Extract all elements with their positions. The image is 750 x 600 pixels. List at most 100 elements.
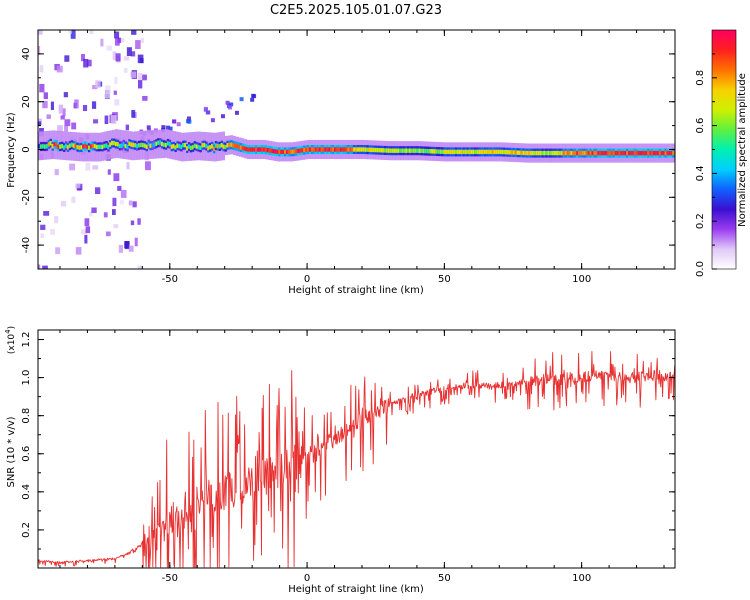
spectrogram-cell — [74, 99, 79, 109]
spectrogram-cell — [333, 147, 337, 152]
spectrogram-cell — [672, 150, 675, 156]
spectrogram-cell — [72, 143, 76, 148]
spectrogram-cell — [110, 115, 117, 125]
spectrogram-cell — [105, 143, 108, 148]
colorbar-tick-label: 0.2 — [695, 213, 706, 229]
spectrogram-cell — [268, 148, 272, 153]
spectrogram-cell — [149, 143, 152, 148]
spectrogram-cell — [370, 147, 373, 153]
spectrogram-cell — [612, 150, 616, 156]
spectrogram-cell — [468, 149, 471, 155]
spectrogram-cell — [341, 147, 345, 152]
spectrogram-cell — [670, 150, 673, 156]
spectrogram-cell — [614, 150, 618, 156]
spectrogram-cell — [518, 150, 521, 155]
spectrogram-cell — [64, 125, 69, 132]
spectrogram-cell — [357, 147, 360, 152]
snr-xlabel: Height of straight line (km) — [288, 584, 424, 595]
spectrogram-cell — [47, 142, 51, 147]
spectrogram-cell — [120, 38, 125, 43]
spectrogram-cell — [139, 58, 144, 64]
spectrogram-cell — [174, 145, 177, 150]
spectrogram-cell — [187, 144, 191, 149]
spectrogram-axes: -50 0 50 100 -40 -20 0 20 40 — [21, 29, 675, 285]
spectrogram-cell — [46, 114, 51, 119]
spectrogram-cell — [522, 150, 525, 156]
spectrogram-cell — [270, 148, 273, 153]
spectrogram-cell — [186, 116, 191, 121]
snr-ytick-label: 0.6 — [21, 446, 32, 462]
spectrogram-cell — [666, 150, 669, 156]
spectrogram-cell — [57, 125, 63, 134]
spectrogram-cell — [451, 149, 454, 155]
spectrogram-cell — [95, 80, 101, 88]
spectrogram-cell — [295, 148, 298, 154]
spectrogram-cell — [92, 165, 99, 170]
spectrogram-cell — [74, 143, 77, 149]
spectrogram-cell — [57, 144, 60, 150]
spectrogram-cell — [351, 147, 354, 152]
spectrogram-cell — [168, 126, 173, 131]
spectrogram-xtick-label: 0 — [304, 274, 310, 285]
spectrogram-cell — [272, 148, 275, 154]
spectrogram-cell — [111, 140, 114, 146]
spectrogram-cell — [639, 150, 643, 156]
spectrogram-cell — [601, 150, 604, 156]
spectrogram-cell — [92, 85, 98, 90]
spectrogram-cell — [120, 189, 127, 198]
spectrogram-cell — [337, 147, 341, 152]
spectrogram-cell — [339, 147, 343, 152]
spectrogram-cell — [131, 71, 137, 78]
spectrogram-cell — [91, 207, 97, 213]
spectrogram-cell — [203, 106, 208, 111]
spectrogram-cell — [622, 150, 625, 156]
spectrogram-cell — [182, 143, 185, 148]
spectrogram-cell — [172, 144, 175, 149]
spectrogram-cell — [280, 149, 283, 155]
spectrogram-cell — [368, 147, 372, 152]
spectrogram-cell — [112, 51, 117, 61]
spectrogram-cell — [585, 150, 589, 156]
spectrogram-cell — [239, 145, 243, 150]
spectrogram-cell — [120, 143, 124, 149]
spectrogram-cell — [289, 149, 293, 155]
spectrogram-cell — [528, 150, 531, 156]
spectrogram-cell — [76, 144, 79, 150]
spectrogram-cell — [250, 97, 255, 102]
spectrogram-cell — [71, 196, 76, 203]
spectrogram-cell — [114, 141, 118, 147]
spectrogram-cell — [115, 37, 120, 46]
spectrogram-cell — [83, 58, 89, 68]
spectrogram-cell — [147, 141, 150, 147]
snr-background — [38, 330, 675, 568]
spectrogram-cell — [39, 65, 44, 73]
spectrogram-cell — [541, 150, 544, 156]
spectrogram-cell — [43, 210, 50, 216]
spectrogram-cell — [69, 163, 76, 171]
spectrogram-cell — [308, 147, 312, 152]
spectrogram-cell — [64, 143, 68, 149]
spectrogram-cell — [332, 147, 335, 152]
spectrogram-cell — [274, 149, 277, 154]
spectrogram-cell — [251, 147, 254, 152]
spectrogram-cell — [547, 150, 550, 156]
spectrogram-cell — [123, 56, 130, 61]
spectrogram-cell — [64, 119, 71, 127]
spectrogram-cell — [243, 146, 247, 151]
spectrogram-cell — [410, 148, 414, 153]
spectrogram-cell — [128, 141, 131, 146]
spectrogram-cell — [364, 147, 368, 152]
spectrogram-cell — [539, 150, 543, 156]
spectrogram-cell — [299, 148, 302, 153]
spectrogram-cell — [458, 149, 462, 155]
spectrogram-xtick-label: 100 — [572, 274, 591, 285]
spectrogram-cell — [49, 141, 52, 146]
snr-ytick-label: 1.0 — [21, 370, 32, 386]
spectrogram-cell — [284, 149, 287, 155]
spectrogram-cell — [210, 144, 214, 149]
spectrogram-panel: -50 0 50 100 -40 -20 0 20 40 Height of straight … — [6, 29, 676, 296]
spectrogram-cell — [624, 150, 627, 156]
spectrogram-cell — [287, 149, 291, 155]
spectrogram-cell — [516, 150, 519, 155]
spectrogram-cell — [430, 149, 433, 154]
